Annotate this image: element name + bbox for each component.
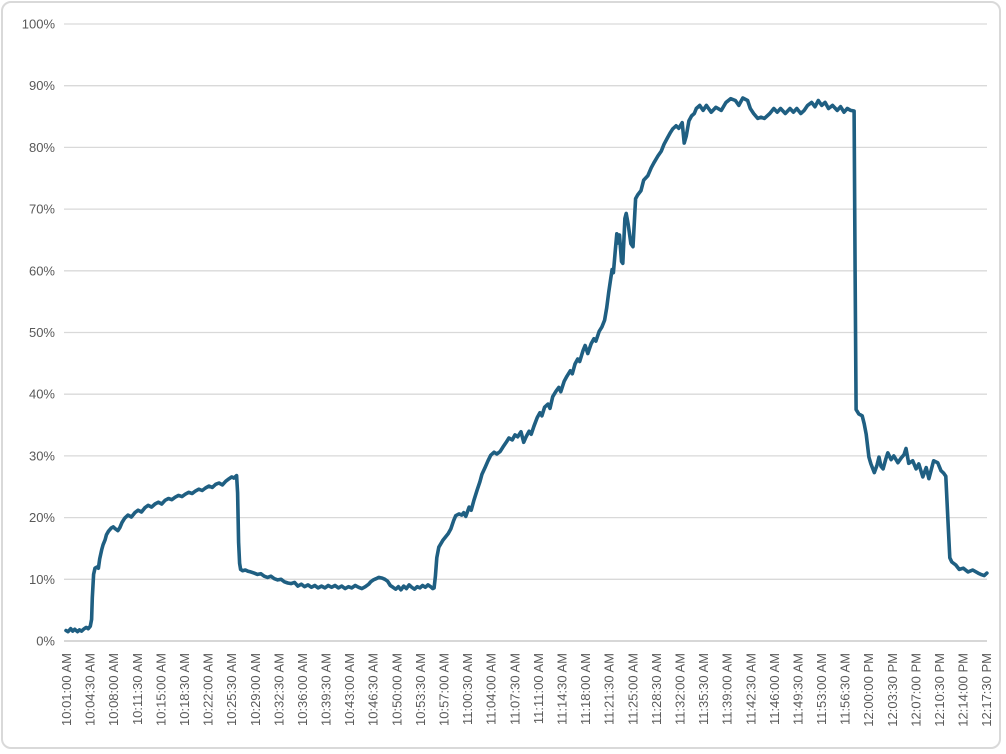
y-tick-label: 0% — [36, 634, 55, 649]
data-series-line — [64, 96, 989, 634]
x-tick-label: 10:04:30 AM — [83, 653, 98, 726]
x-tick-label: 10:18:30 AM — [177, 653, 192, 726]
x-tick-label: 10:11:30 AM — [130, 653, 145, 725]
y-tick-label: 70% — [29, 202, 55, 217]
x-tick-label: 11:56:30 AM — [838, 653, 853, 725]
x-tick-label: 11:07:30 AM — [507, 653, 522, 725]
x-tick-label: 12:17:30 PM — [979, 653, 994, 727]
x-tick-label: 12:14:00 PM — [956, 653, 971, 727]
x-tick-label: 11:00:30 AM — [460, 653, 475, 725]
x-tick-label: 10:46:30 AM — [366, 653, 381, 726]
x-tick-label: 11:28:30 AM — [649, 653, 664, 725]
x-tick-label: 10:32:30 AM — [271, 653, 286, 726]
y-tick-label: 40% — [29, 387, 55, 402]
y-tick-label: 20% — [29, 510, 55, 525]
x-tick-label: 10:22:00 AM — [201, 653, 216, 726]
x-tick-label: 11:11:00 AM — [531, 653, 546, 724]
x-tick-label: 11:25:00 AM — [625, 653, 640, 725]
x-tick-label: 11:35:30 AM — [696, 653, 711, 725]
x-tick-label: 11:53:00 AM — [814, 653, 829, 725]
x-tick-label: 11:14:30 AM — [554, 653, 569, 725]
x-tick-label: 11:49:30 AM — [790, 653, 805, 725]
x-tick-label: 11:21:30 AM — [602, 653, 617, 725]
x-tick-label: 11:18:00 AM — [578, 653, 593, 725]
x-tick-label: 12:03:30 PM — [885, 653, 900, 727]
x-tick-label: 12:00:00 PM — [861, 653, 876, 727]
x-tick-label: 10:57:00 AM — [437, 653, 452, 726]
x-tick-label: 10:15:00 AM — [153, 653, 168, 726]
y-tick-label: 10% — [29, 572, 55, 587]
x-tick-label: 10:53:30 AM — [413, 653, 428, 726]
x-tick-label: 10:50:00 AM — [389, 653, 404, 726]
y-tick-label: 80% — [29, 140, 55, 155]
x-tick-label: 11:04:00 AM — [484, 653, 499, 725]
x-tick-label: 10:43:00 AM — [342, 653, 357, 726]
y-tick-label: 60% — [29, 263, 55, 278]
y-tick-label: 30% — [29, 448, 55, 463]
line-chart: 0% 10% 20% 30% 40% 50% 60% 70% 80% 90% 100% 10:01:0… — [22, 17, 994, 727]
x-tick-label: 10:39:30 AM — [319, 653, 334, 726]
x-tick-label: 12:10:30 PM — [932, 653, 947, 727]
x-tick-label: 10:01:00 AM — [59, 653, 74, 726]
x-tick-label: 10:29:00 AM — [248, 653, 263, 726]
x-tick-label: 11:42:30 AM — [743, 653, 758, 725]
x-tick-label: 11:32:00 AM — [672, 653, 687, 725]
x-tick-label: 10:25:30 AM — [224, 653, 239, 726]
x-tick-label: 11:39:00 AM — [720, 653, 735, 725]
y-tick-label: 90% — [29, 78, 55, 93]
y-tick-label: 50% — [29, 325, 55, 340]
x-tick-label: 10:08:00 AM — [106, 653, 121, 726]
x-tick-label: 11:46:00 AM — [767, 653, 782, 725]
x-tick-label: 10:36:00 AM — [295, 653, 310, 726]
y-tick-label: 100% — [22, 17, 56, 32]
x-tick-label: 12:07:00 PM — [908, 653, 923, 727]
